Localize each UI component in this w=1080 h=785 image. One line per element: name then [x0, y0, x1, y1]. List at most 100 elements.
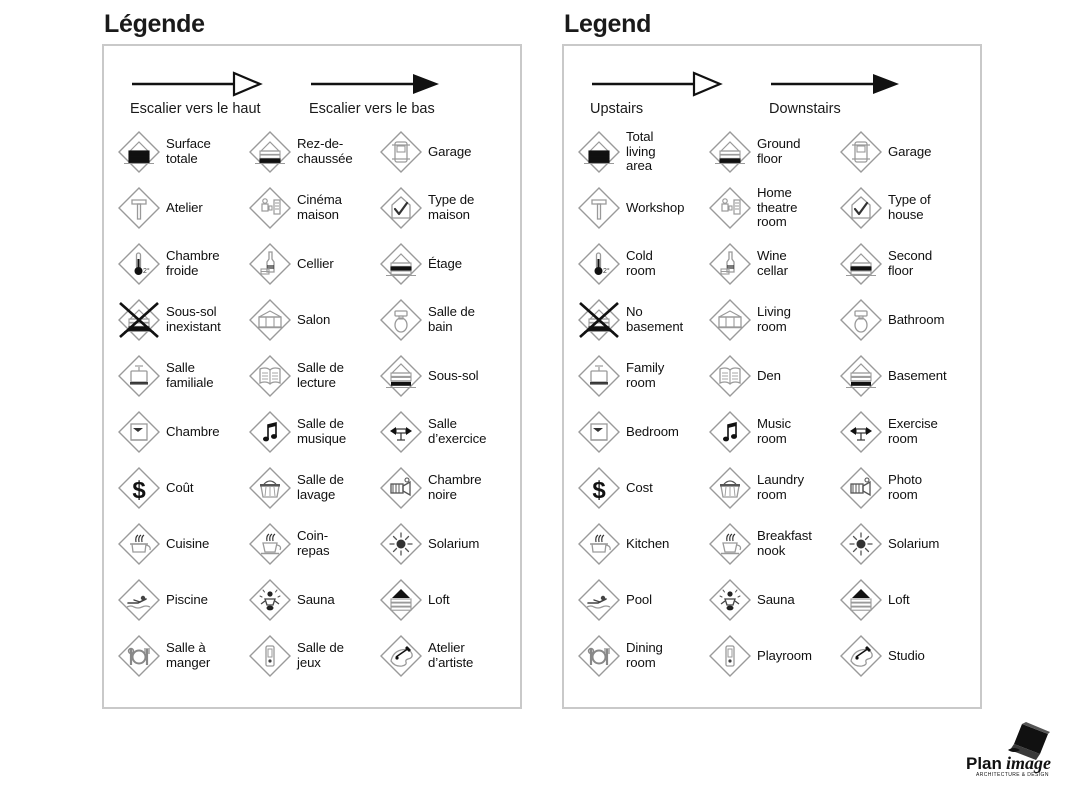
- page-title: Legend: [564, 10, 652, 38]
- svg-text:2°: 2°: [143, 267, 150, 275]
- legend-item-label: Exercise room: [888, 416, 938, 446]
- sauna-icon: [247, 577, 293, 623]
- legend-item: $ Cost: [576, 460, 707, 516]
- legend-item-label: Second floor: [888, 248, 933, 278]
- legend-item-label: Salle de lavage: [297, 472, 344, 502]
- bed-icon: [116, 409, 162, 455]
- house-basement-icon: [838, 353, 884, 399]
- legend-item: Rez-de- chaussée: [247, 124, 378, 180]
- legend-item: Ground floor: [707, 124, 838, 180]
- legend-item: Cellier: [247, 236, 378, 292]
- legend-item-label: Salle à manger: [166, 640, 211, 670]
- legend-item-label: Salle de musique: [297, 416, 347, 446]
- legend-item: Surface totale: [116, 124, 247, 180]
- legend-item: Salle de musique: [247, 404, 378, 460]
- thermometer-icon: 2°: [576, 241, 622, 287]
- stairs-label: Escalier vers le bas: [309, 101, 435, 117]
- legend-item: Type de maison: [378, 180, 509, 236]
- logo-name-part1: Plan: [966, 754, 1002, 773]
- house-total-area-icon: [576, 129, 622, 175]
- svg-text:$: $: [132, 477, 146, 504]
- legend-item-label: Sous-sol: [428, 367, 479, 383]
- laundry-basket-icon: [247, 465, 293, 511]
- legend-item-label: Coin- repas: [297, 528, 330, 558]
- legend-item: Salle de lavage: [247, 460, 378, 516]
- legend-panel: Upstairs Downstairs Total living area Grou…: [562, 44, 982, 709]
- legend-item: Garage: [378, 124, 509, 180]
- legend-item-label: Photo room: [888, 472, 922, 502]
- legend-item: Solarium: [838, 516, 969, 572]
- cooking-pot-icon: [576, 521, 622, 567]
- svg-text:$: $: [592, 477, 606, 504]
- legend-item-label: Sous-sol inexistant: [166, 304, 221, 334]
- legend-item: Loft: [838, 572, 969, 628]
- legend-item: Cinéma maison: [247, 180, 378, 236]
- legend-panel: Escalier vers le haut Escalier vers le ba…: [102, 44, 522, 709]
- game-controller-icon: [247, 633, 293, 679]
- legend-item-label: Atelier d’artiste: [428, 640, 474, 670]
- legend-item-label: Atelier: [166, 199, 203, 215]
- sofa-icon: [247, 297, 293, 343]
- bed-icon: [576, 409, 622, 455]
- legend-item-label: Family room: [626, 360, 665, 390]
- legend-item-label: Salle de jeux: [297, 640, 344, 670]
- legend-item-label: Cold room: [626, 248, 656, 278]
- garage-icon: [378, 129, 424, 175]
- legend-item: Chambre: [116, 404, 247, 460]
- legend-item: Sauna: [707, 572, 838, 628]
- legend-item-label: Sauna: [297, 591, 335, 607]
- sauna-icon: [707, 577, 753, 623]
- legend-item: Atelier: [116, 180, 247, 236]
- sun-icon: [378, 521, 424, 567]
- no-basement-icon: [576, 297, 622, 343]
- legend-item: Salon: [247, 292, 378, 348]
- house-basement-icon: [378, 353, 424, 399]
- legend-item: Bathroom: [838, 292, 969, 348]
- coffee-cup-icon: [247, 521, 293, 567]
- home-theatre-icon: [707, 185, 753, 231]
- open-book-icon: [707, 353, 753, 399]
- legend-item-label: Garage: [428, 143, 472, 159]
- loft-icon: [838, 577, 884, 623]
- legend-grid: Surface totale Rez-de- chaussée Garage Atel…: [116, 124, 512, 701]
- legend-item: Second floor: [838, 236, 969, 292]
- legend-item: 2° Cold room: [576, 236, 707, 292]
- legend-item-label: Dining room: [626, 640, 663, 670]
- photo-camera-icon: [378, 465, 424, 511]
- legend-item-label: Cellier: [297, 255, 334, 271]
- swimmer-icon: [116, 577, 162, 623]
- toilet-icon: [378, 297, 424, 343]
- television-icon: [116, 353, 162, 399]
- legend-item: Family room: [576, 348, 707, 404]
- house-type-icon: [378, 185, 424, 231]
- stairs-down: Escalier vers le bas: [309, 64, 494, 118]
- game-controller-icon: [707, 633, 753, 679]
- sun-icon: [838, 521, 884, 567]
- stairs-down: Downstairs: [769, 64, 954, 118]
- legend-item: Playroom: [707, 628, 838, 684]
- legend-item: Home theatre room: [707, 180, 838, 236]
- legend-item-label: Chambre: [166, 423, 220, 439]
- stairs-up: Upstairs: [590, 64, 775, 118]
- legend-item: Living room: [707, 292, 838, 348]
- stairs-row: Escalier vers le haut Escalier vers le ba…: [104, 64, 520, 142]
- legend-item: Sauna: [247, 572, 378, 628]
- dollar-sign-icon: $: [576, 465, 622, 511]
- legend-item: 2° Chambre froide: [116, 236, 247, 292]
- legend-item-label: Rez-de- chaussée: [297, 136, 353, 166]
- stairs-label: Downstairs: [769, 101, 841, 117]
- legend-item-label: Solarium: [888, 535, 940, 551]
- cooking-pot-icon: [116, 521, 162, 567]
- legend-item-label: Chambre noire: [428, 472, 482, 502]
- legend-item-label: Ground floor: [757, 136, 801, 166]
- coffee-cup-icon: [707, 521, 753, 567]
- legend-item-label: Loft: [428, 591, 450, 607]
- thermometer-icon: 2°: [116, 241, 162, 287]
- dollar-sign-icon: $: [116, 465, 162, 511]
- dumbbell-icon: [838, 409, 884, 455]
- open-book-icon: [247, 353, 293, 399]
- legend-item-label: Living room: [757, 304, 791, 334]
- legend-item-label: Étage: [428, 255, 462, 271]
- legend-item-label: Loft: [888, 591, 910, 607]
